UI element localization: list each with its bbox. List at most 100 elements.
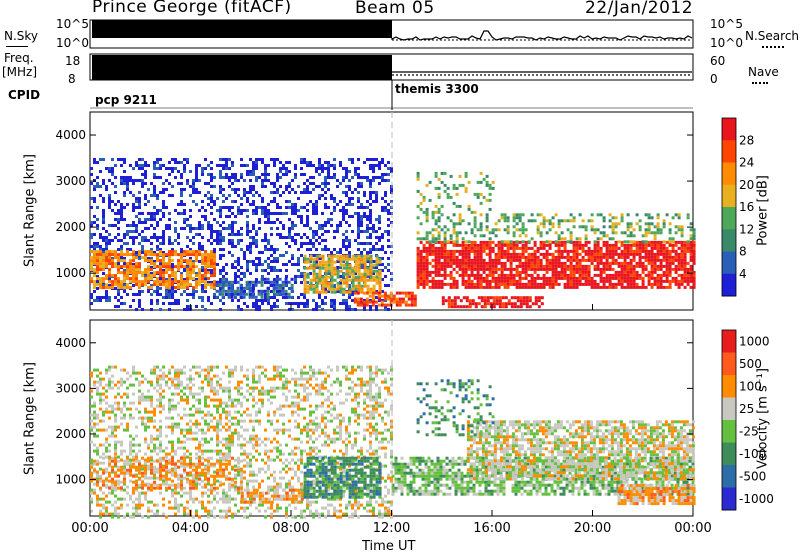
power-colorbar-swatch-7 [722, 273, 736, 297]
power-region-6 [441, 296, 544, 309]
velocity-region-6 [617, 484, 696, 506]
velocity-region-2 [240, 488, 304, 504]
velocity-colorbar-tick-1: 500 [739, 357, 762, 371]
velocity-yticks: 1000 2000 3000 4000 [55, 336, 693, 487]
power-colorbar-swatch-4 [722, 207, 736, 230]
velocity-ytick-label-2: 3000 [55, 381, 86, 395]
velocity-colorbar-swatch-6 [722, 465, 736, 488]
power-colorbar-tick-5: 8 [739, 245, 747, 259]
power-colorbar-tick-2: 20 [739, 178, 754, 192]
power-colorbar-tick-3: 16 [739, 200, 754, 214]
velocity-region-7 [416, 379, 495, 437]
velocity-colorbar-tick-2: 100 [739, 379, 762, 393]
power-colorbar-tick-4: 12 [739, 222, 754, 236]
freq-unit: [MHz] [2, 65, 38, 79]
nsky-line [6, 46, 28, 47]
x-axis-label: Time UT [362, 539, 416, 554]
nsearch-tick-low: 10^0 [710, 36, 743, 50]
velocity-colorbar-tick-7: -1000 [739, 492, 774, 506]
power-colorbar-tick-6: 4 [739, 267, 747, 281]
power-region-8 [416, 171, 495, 214]
nsearch-dotted [762, 46, 784, 48]
power-colorbar-swatch-6 [722, 251, 736, 275]
nave-tick-low: 0 [710, 72, 718, 86]
velocity-colorbar-label: Velocity [m s⁻¹] [755, 368, 771, 469]
velocity-colorbar-tick-0: 1000 [739, 334, 770, 348]
nsky-line [391, 30, 693, 41]
cpid-label: CPID [8, 88, 41, 102]
power-panel: 1000 2000 3000 4000 [55, 111, 696, 311]
power-ytick-label-2: 3000 [55, 174, 86, 188]
velocity-panel: 1000 2000 3000 4000 [55, 319, 696, 519]
power-colorbar-label: Power [dB] [755, 175, 771, 246]
xtick-label-1: 04:00 [172, 521, 209, 536]
power-region-3 [303, 254, 382, 294]
nave-dotted [752, 82, 768, 84]
velocity-colorbar-swatch-4 [722, 420, 736, 443]
cpid-segment-2: themis 3300 [395, 82, 479, 96]
beam-label: Beam 05 [355, 0, 435, 18]
power-colorbar-swatch-5 [722, 229, 736, 252]
freq-label: Freq. [4, 51, 34, 65]
velocity-colorbar-swatch-0 [722, 330, 736, 353]
nsky-tick-low: 10^0 [56, 36, 89, 50]
power-colorbar-swatch-3 [722, 184, 736, 208]
xtick-label-0: 00:00 [71, 521, 108, 536]
power-ytick-label-3: 4000 [55, 128, 86, 142]
nsky-panel [89, 19, 694, 49]
power-ytick-label-0: 1000 [55, 266, 86, 280]
velocity-colorbar-tick-3: 25 [739, 402, 754, 416]
power-region-1 [90, 250, 216, 290]
xtick-label-6: 00:00 [674, 521, 711, 536]
power-region-5 [416, 240, 696, 289]
xtick-label-3: 12:00 [373, 521, 410, 536]
power-colorbar-swatch-0 [722, 118, 736, 141]
power-cells [90, 158, 696, 311]
velocity-colorbar-tick-4: -25 [739, 424, 759, 438]
velocity-cells [90, 365, 696, 519]
chart-title: Prince George (fitACF) [92, 0, 292, 17]
cpid-segment-1: pcp 9211 [95, 93, 157, 107]
nsearch-label: N.Search [745, 29, 800, 43]
velocity-region-1 [90, 456, 243, 490]
velocity-colorbar: 1000 500 100 25 -25 -100 -500 -1000 [721, 329, 774, 511]
power-colorbar-swatch-2 [722, 162, 736, 186]
velocity-colorbar-swatch-2 [722, 375, 736, 398]
freq-tick-low: 8 [68, 72, 76, 86]
power-colorbar-tick-1: 24 [739, 156, 754, 170]
velocity-colorbar-swatch-5 [722, 442, 736, 466]
velocity-colorbar-tick-6: -500 [739, 469, 766, 483]
power-yticks: 1000 2000 3000 4000 [55, 128, 693, 280]
nsky-dense-fill [92, 20, 392, 38]
power-region-0 [90, 158, 393, 311]
velocity-ytick-label-0: 1000 [55, 473, 86, 487]
velocity-ylabel: Slant Range [km] [22, 362, 38, 475]
date-label: 22/Jan/2012 [585, 0, 694, 18]
velocity-ytick-label-1: 2000 [55, 427, 86, 441]
velocity-colorbar-swatch-7 [722, 487, 736, 511]
nave-tick-high: 60 [710, 54, 726, 68]
power-colorbar: 28 24 20 16 12 8 4 [721, 117, 754, 297]
velocity-colorbar-swatch-1 [722, 352, 736, 376]
power-ylabel: Slant Range [km] [22, 154, 38, 267]
velocity-region-5 [466, 420, 695, 481]
xtick-label-2: 08:00 [272, 521, 309, 536]
nsky-label: N.Sky [4, 29, 39, 43]
freq-tick-high: 18 [65, 54, 81, 68]
power-ytick-label-1: 2000 [55, 220, 86, 234]
freq-dense-fill [92, 55, 392, 80]
velocity-ytick-label-3: 4000 [55, 336, 86, 350]
xtick-label-4: 16:00 [473, 521, 510, 536]
nsearch-tick-high: 10^5 [710, 17, 743, 31]
velocity-region-3 [303, 456, 382, 499]
velocity-colorbar-tick-5: -100 [739, 447, 766, 461]
nsky-tick-high: 10^5 [56, 17, 89, 31]
velocity-colorbar-swatch-3 [722, 397, 736, 421]
power-region-7 [416, 213, 696, 244]
freq-panel [89, 53, 694, 81]
nsky-trace [391, 30, 693, 41]
power-colorbar-tick-0: 28 [739, 133, 754, 147]
power-region-2 [215, 277, 294, 299]
xtick-label-5: 20:00 [574, 521, 611, 536]
